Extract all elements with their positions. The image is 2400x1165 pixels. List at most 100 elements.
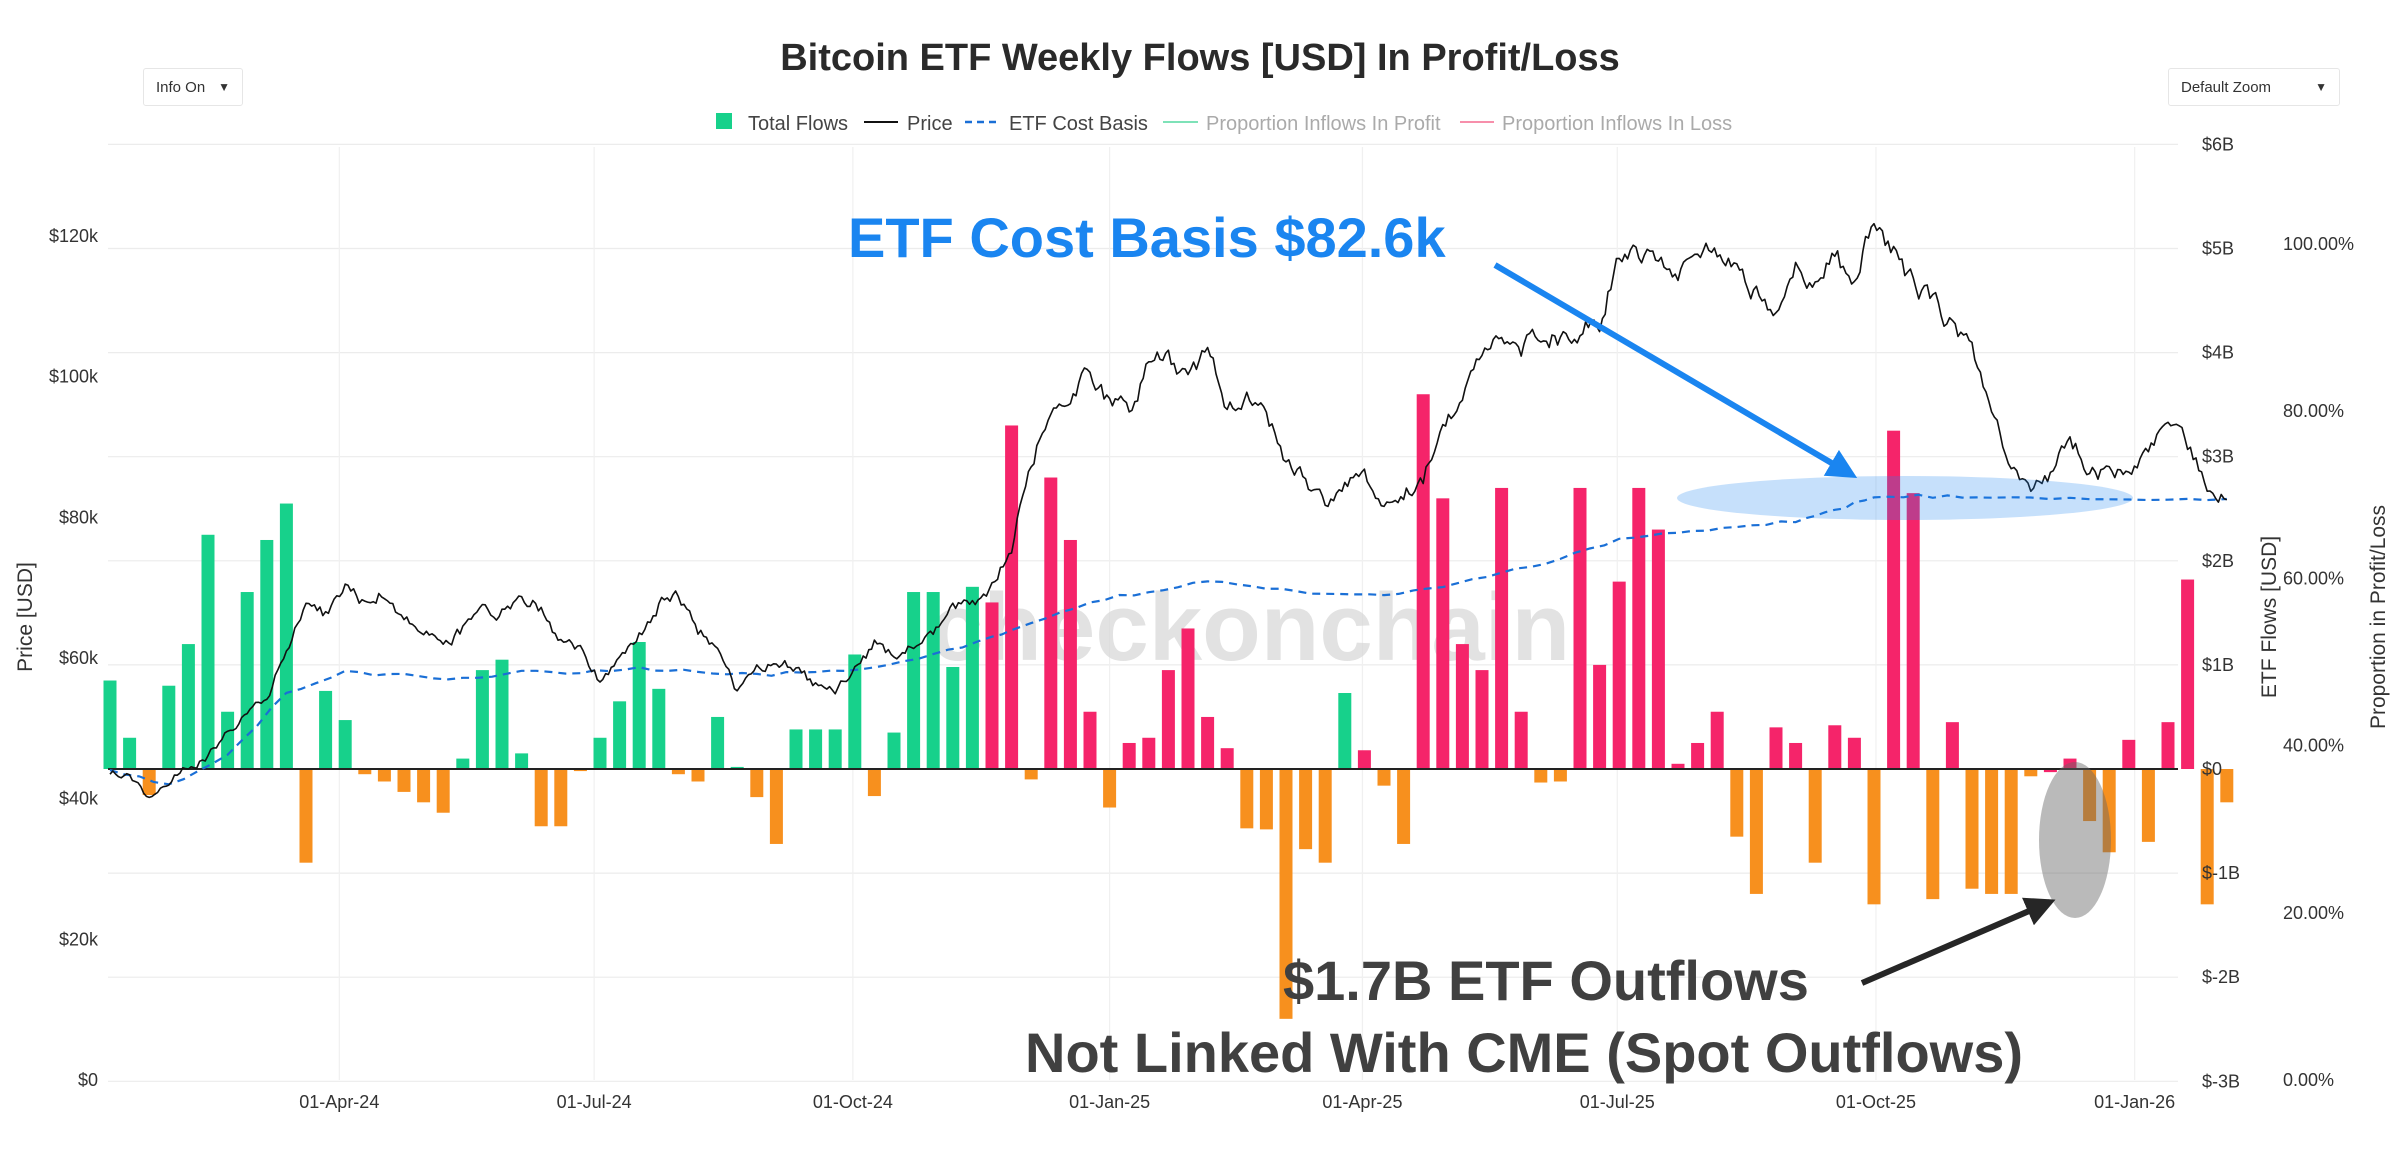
flow-bar[interactable] (965, 586, 979, 769)
flow-bar[interactable] (515, 753, 529, 769)
flow-bar[interactable] (1593, 664, 1607, 769)
flow-bar[interactable] (260, 539, 274, 769)
flow-bar[interactable] (809, 729, 823, 769)
flow-bar[interactable] (1534, 769, 1548, 783)
flow-bar[interactable] (2024, 769, 2038, 777)
flow-bar[interactable] (1475, 670, 1489, 769)
flow-bar[interactable] (1769, 727, 1783, 769)
flow-bar[interactable] (1122, 742, 1136, 769)
flow-bar[interactable] (1847, 737, 1861, 769)
legend-item-cost-basis[interactable]: ETF Cost Basis (965, 113, 1148, 135)
flow-bar[interactable] (730, 766, 744, 769)
flow-bar[interactable] (632, 641, 646, 769)
flow-bar[interactable] (1436, 498, 1450, 769)
flow-bar[interactable] (887, 732, 901, 769)
flow-bar[interactable] (711, 716, 725, 769)
flow-bar[interactable] (338, 720, 352, 769)
flow-bar[interactable] (1985, 769, 1999, 894)
flow-bar[interactable] (691, 769, 705, 782)
flow-bar[interactable] (1259, 769, 1273, 830)
flow-bar[interactable] (946, 666, 960, 769)
flow-bar[interactable] (907, 592, 921, 769)
flow-bar[interactable] (103, 680, 117, 769)
flow-bar[interactable] (1416, 394, 1430, 769)
flow-bar[interactable] (1514, 711, 1528, 769)
flow-bar[interactable] (162, 685, 176, 769)
flow-bar[interactable] (1063, 539, 1077, 769)
flow-bar[interactable] (1024, 769, 1038, 780)
flow-bar[interactable] (397, 769, 411, 792)
flow-bar[interactable] (1867, 769, 1881, 905)
flow-bar[interactable] (985, 602, 999, 769)
flow-bar[interactable] (2161, 722, 2175, 769)
flow-bar[interactable] (1749, 769, 1763, 894)
flow-bar[interactable] (475, 670, 489, 769)
flow-bar[interactable] (769, 769, 783, 844)
flow-bar[interactable] (926, 592, 940, 769)
flow-bar[interactable] (377, 769, 391, 782)
flow-bar[interactable] (2181, 579, 2195, 769)
flow-bar[interactable] (1181, 628, 1195, 769)
flow-bar[interactable] (456, 758, 470, 769)
flow-bar[interactable] (1612, 581, 1626, 769)
flow-bar[interactable] (1142, 737, 1156, 769)
flow-bar[interactable] (1926, 769, 1940, 900)
flow-bar[interactable] (1553, 769, 1567, 782)
flow-bar[interactable] (1691, 742, 1705, 769)
flow-bar[interactable] (2063, 758, 2077, 769)
flow-bar[interactable] (1220, 748, 1234, 769)
flow-bar[interactable] (279, 503, 293, 769)
flow-bar[interactable] (123, 737, 137, 769)
flow-bar[interactable] (1808, 769, 1822, 863)
flow-bar[interactable] (1710, 711, 1724, 769)
flow-bar[interactable] (1279, 769, 1293, 1019)
zoom-select[interactable]: Default Zoom ▼ (2168, 68, 2340, 106)
flow-bar[interactable] (181, 644, 195, 769)
flow-bar[interactable] (1083, 711, 1097, 769)
flow-bar[interactable] (534, 769, 548, 827)
legend-item-inflows-profit[interactable]: Proportion Inflows In Profit (1163, 113, 1441, 135)
flow-bar[interactable] (1945, 722, 1959, 769)
flow-bar[interactable] (1005, 425, 1019, 769)
flow-bar[interactable] (1240, 769, 1254, 829)
flow-bar[interactable] (240, 592, 254, 769)
flow-bar[interactable] (201, 534, 215, 769)
flow-bar[interactable] (1044, 477, 1058, 769)
flow-bar[interactable] (1377, 769, 1391, 786)
flow-bar[interactable] (1730, 769, 1744, 837)
flow-bar[interactable] (2102, 769, 2116, 853)
flow-bar[interactable] (1828, 725, 1842, 769)
flow-bar[interactable] (848, 654, 862, 769)
flow-bar[interactable] (1789, 742, 1803, 769)
flow-bar[interactable] (789, 729, 803, 769)
flow-bar[interactable] (2122, 739, 2136, 769)
flow-bar[interactable] (1495, 487, 1509, 769)
flow-bar[interactable] (1671, 763, 1685, 769)
info-toggle[interactable]: Info On ▼ (143, 68, 243, 106)
flow-bar[interactable] (867, 769, 881, 797)
flow-bar[interactable] (2004, 769, 2018, 894)
flow-bar[interactable] (1651, 529, 1665, 769)
flow-bar[interactable] (828, 729, 842, 769)
flow-bar[interactable] (1201, 716, 1215, 769)
flow-bar[interactable] (417, 769, 431, 803)
flow-bar[interactable] (2220, 769, 2234, 803)
flow-bar[interactable] (1965, 769, 1979, 889)
flow-bar[interactable] (319, 690, 333, 769)
flow-bar[interactable] (1573, 487, 1587, 769)
flow-bar[interactable] (1906, 493, 1920, 769)
flow-bar[interactable] (495, 659, 509, 769)
flow-bar[interactable] (573, 769, 587, 772)
legend-item-price[interactable]: Price (864, 113, 953, 135)
flow-bar[interactable] (2200, 769, 2214, 905)
flow-bar[interactable] (1161, 670, 1175, 769)
flow-bar[interactable] (142, 769, 156, 796)
legend-item-total-flows[interactable]: Total Flows (716, 113, 848, 135)
flow-bar[interactable] (299, 769, 313, 863)
flow-bar[interactable] (750, 769, 764, 798)
flow-bar[interactable] (2083, 769, 2097, 822)
flow-bar[interactable] (1455, 644, 1469, 769)
flow-bar[interactable] (2141, 769, 2155, 842)
flow-bar[interactable] (1103, 769, 1117, 808)
flow-bar[interactable] (2043, 769, 2057, 773)
